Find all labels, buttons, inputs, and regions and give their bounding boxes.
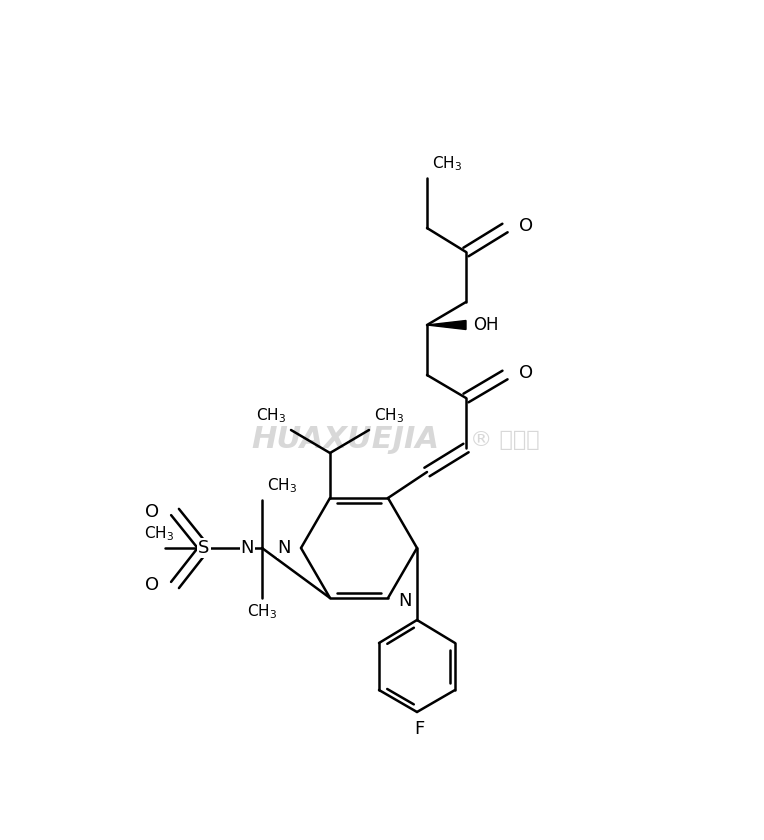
Text: N: N [398,592,412,610]
Text: CH$_3$: CH$_3$ [432,155,462,173]
Text: O: O [519,217,533,235]
Text: CH$_3$: CH$_3$ [374,407,404,425]
Text: CH$_3$: CH$_3$ [247,602,277,622]
Text: O: O [145,576,159,594]
Text: OH: OH [473,316,498,334]
Text: CH$_3$: CH$_3$ [144,525,174,543]
Text: O: O [145,503,159,521]
Text: F: F [414,720,424,738]
Text: S: S [199,539,209,557]
Text: CH$_3$: CH$_3$ [256,407,286,425]
Text: HUAXUEJIA: HUAXUEJIA [251,426,439,454]
Text: N: N [241,539,254,557]
Text: ® 化学加: ® 化学加 [470,430,539,450]
Text: N: N [277,539,291,557]
Polygon shape [427,321,466,329]
Text: O: O [519,364,533,382]
Text: CH$_3$: CH$_3$ [267,476,297,496]
